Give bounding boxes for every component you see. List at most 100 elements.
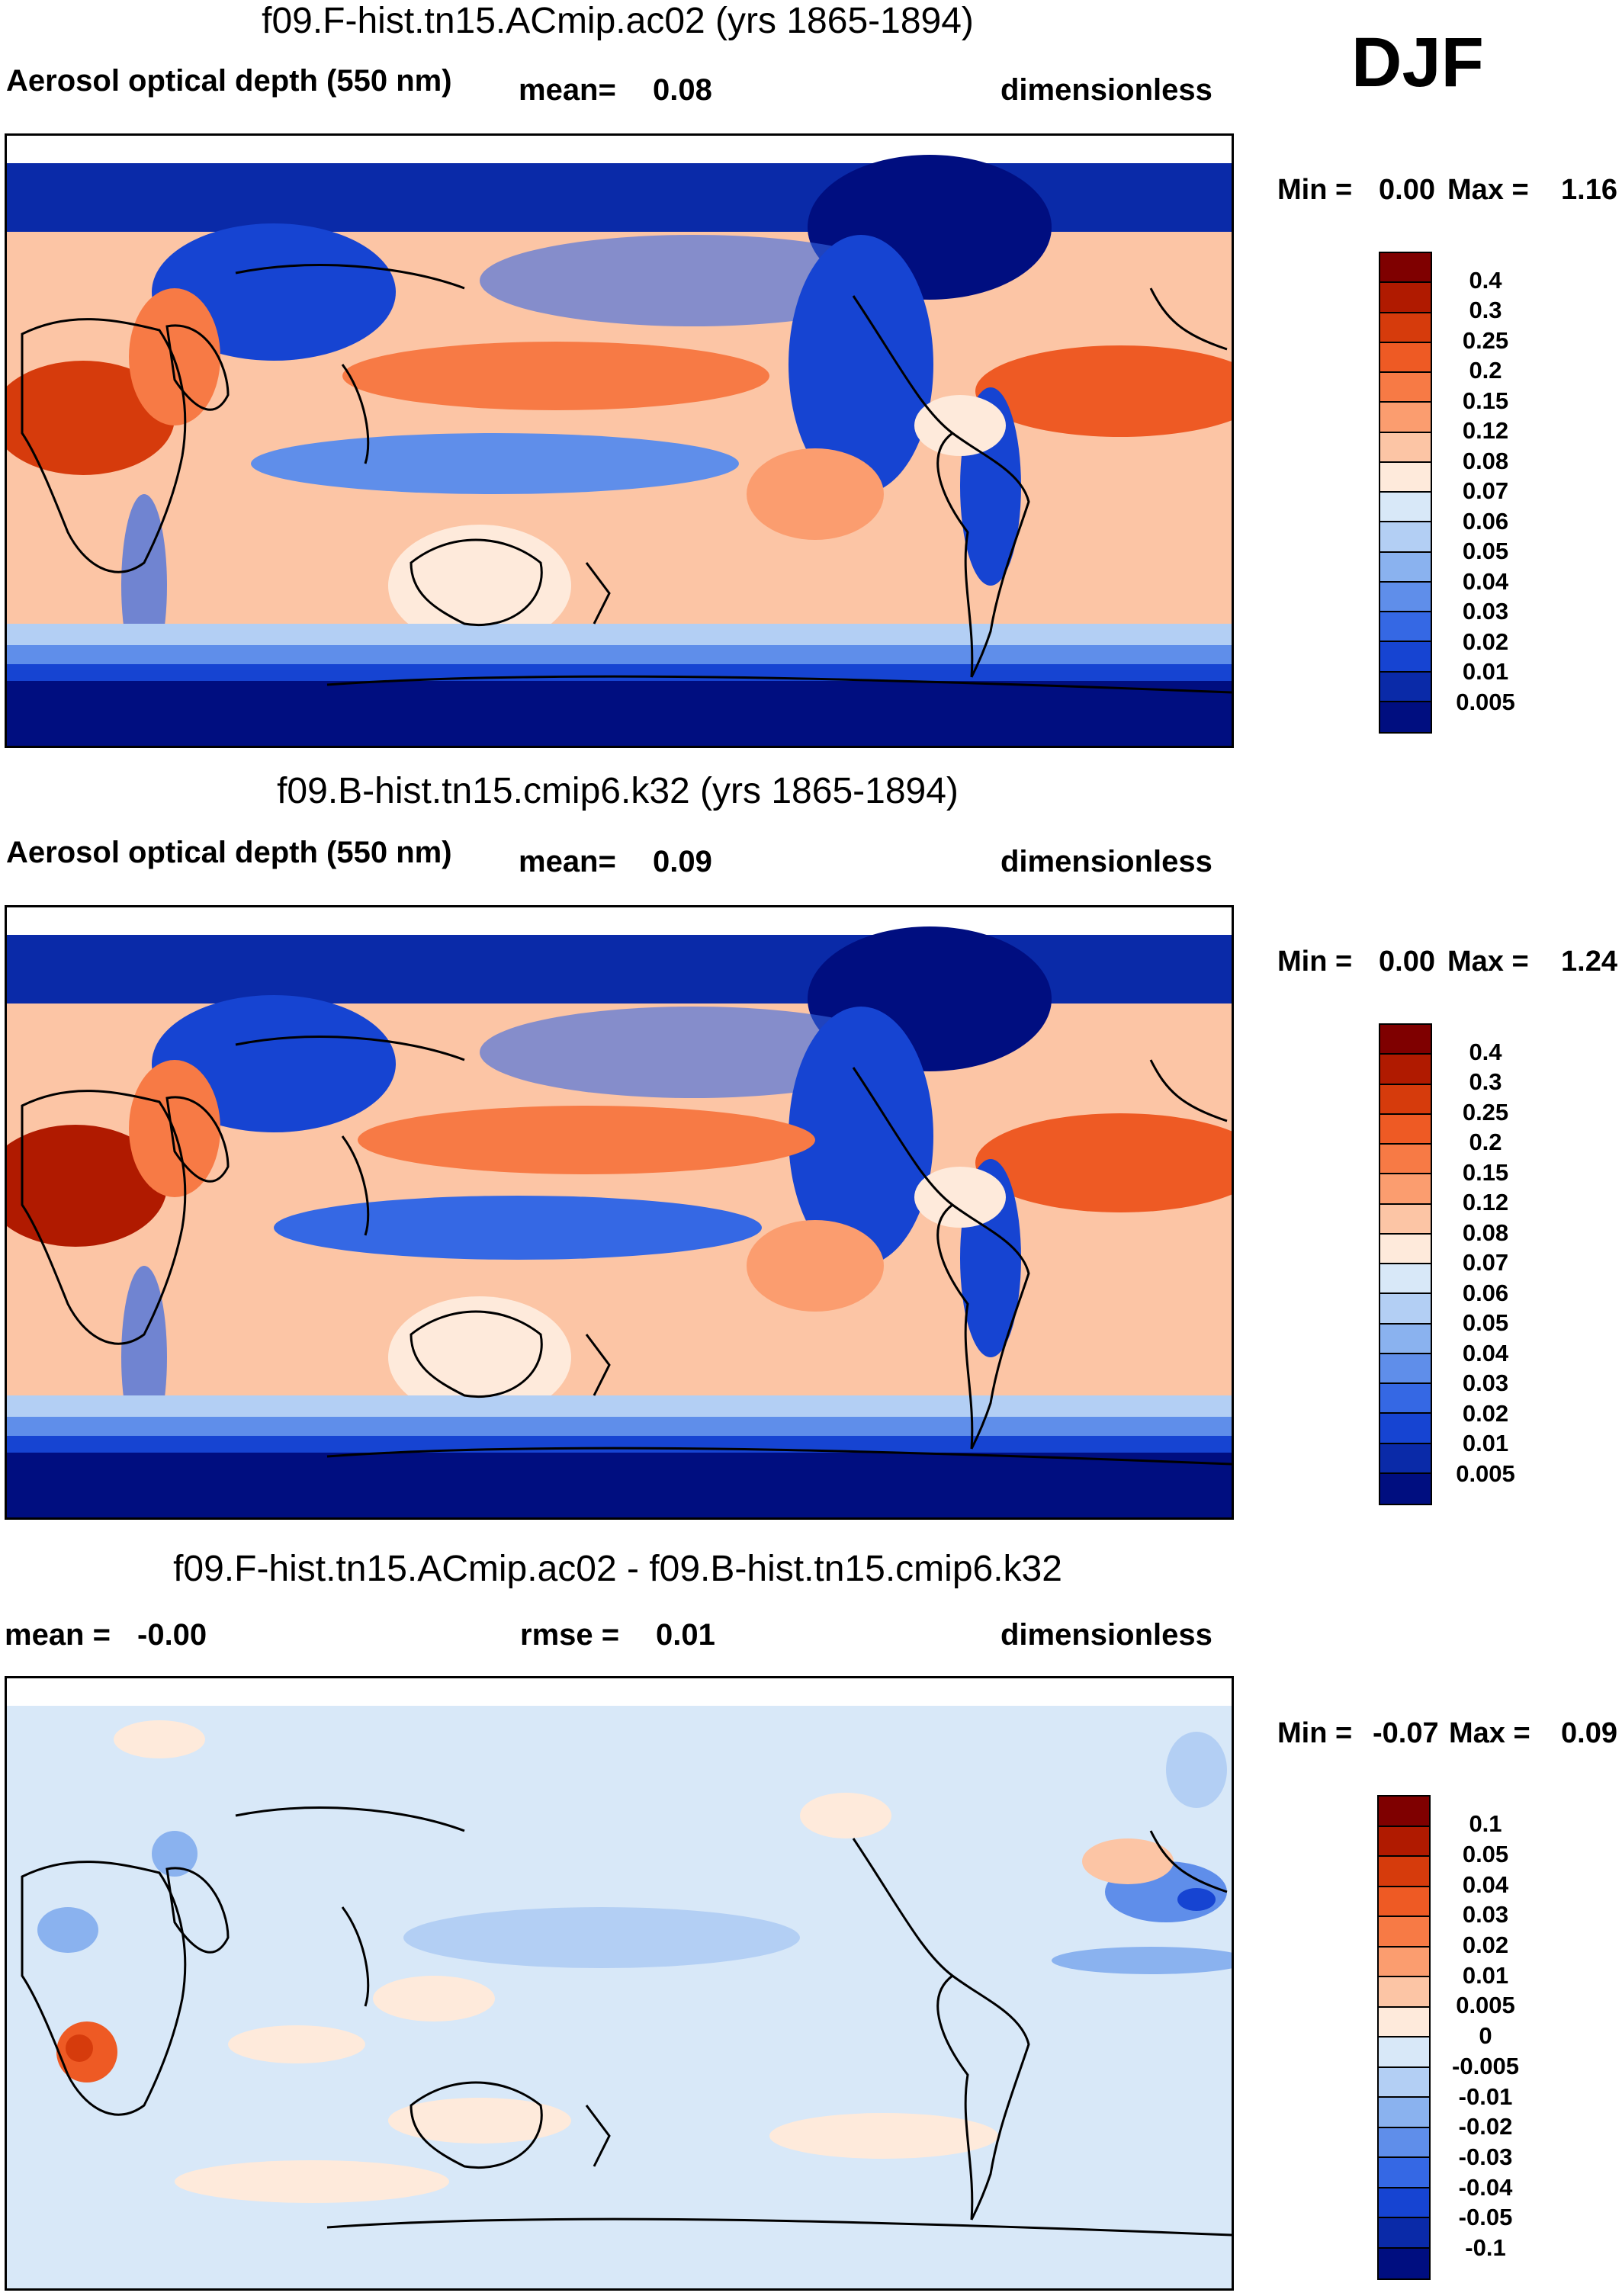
panel1-min-label: Min =: [1277, 174, 1353, 206]
colorbar-label: 0.3: [1469, 297, 1502, 323]
colorbar-segment: [1380, 552, 1431, 583]
panel2-mean-label: mean=: [519, 845, 616, 878]
colorbar-segment: [1380, 1204, 1431, 1235]
colorbar-label: 0.02: [1462, 1932, 1509, 1958]
colorbar-segment: [1380, 672, 1431, 702]
season-label: DJF: [1351, 24, 1484, 101]
panel1-max-value: 1.16: [1561, 174, 1617, 206]
panel2-units: dimensionless: [1001, 845, 1212, 878]
colorbar-label: 0.02: [1462, 628, 1509, 655]
colorbar-segment: [1379, 2158, 1429, 2188]
panel2-min-value: 0.00: [1379, 946, 1435, 978]
panel1-colorbar-labels: 0.4 0.3 0.25 0.2 0.15 0.12 0.08 0.07 0.0…: [1440, 252, 1531, 734]
colorbar-segment: [1379, 2248, 1429, 2278]
colorbar-segment: [1379, 2098, 1429, 2128]
panel1-units: dimensionless: [1001, 73, 1212, 107]
panel2-mean-value: 0.09: [653, 845, 712, 878]
panel1-min-value: 0.00: [1379, 174, 1435, 206]
colorbar-label: -0.05: [1458, 2204, 1513, 2230]
colorbar-segment: [1380, 1174, 1431, 1205]
panel2-max-label: Max =: [1447, 946, 1529, 978]
colorbar-segment: [1380, 1384, 1431, 1415]
panel2-max-value: 1.24: [1561, 946, 1617, 978]
colorbar-label: -0.01: [1458, 2083, 1513, 2110]
colorbar-segment: [1379, 1857, 1429, 1887]
colorbar-segment: [1380, 493, 1431, 523]
colorbar-label: 0.25: [1462, 327, 1509, 354]
panel3-colorbar-labels: 0.1 0.05 0.04 0.03 0.02 0.01 0.005 0 -0.…: [1440, 1795, 1531, 2280]
colorbar-label: 0.01: [1462, 1962, 1509, 1989]
colorbar-segment: [1380, 1025, 1431, 1055]
colorbar-segment: [1379, 1887, 1429, 1917]
colorbar-segment: [1380, 403, 1431, 433]
colorbar-segment: [1380, 1324, 1431, 1354]
panel1-mean-value: 0.08: [653, 73, 712, 107]
colorbar-label: 0: [1479, 2022, 1492, 2049]
panel1-mean-label: mean=: [519, 73, 616, 107]
panel2-variable: Aerosol optical depth (550 nm): [6, 836, 452, 869]
colorbar-segment: [1380, 612, 1431, 643]
colorbar-label: 0.07: [1462, 1249, 1509, 1276]
colorbar-segment: [1379, 2067, 1429, 2098]
colorbar-segment: [1380, 1294, 1431, 1325]
colorbar-segment: [1380, 1264, 1431, 1295]
colorbar-segment: [1380, 642, 1431, 673]
colorbar-segment: [1380, 1055, 1431, 1085]
panel1-variable: Aerosol optical depth (550 nm): [6, 64, 452, 98]
colorbar-label: 0.12: [1462, 417, 1509, 444]
panel3-colorbar: [1377, 1795, 1431, 2280]
colorbar-label: 0.01: [1462, 658, 1509, 685]
panel2-min-label: Min =: [1277, 946, 1353, 978]
panel2-colorbar-labels: 0.4 0.3 0.25 0.2 0.15 0.12 0.08 0.07 0.0…: [1440, 1023, 1531, 1505]
colorbar-label: 0.005: [1456, 689, 1515, 715]
colorbar-segment: [1380, 313, 1431, 343]
colorbar-label: 0.01: [1462, 1430, 1509, 1456]
panel3-max-label: Max =: [1449, 1717, 1530, 1749]
colorbar-label: 0.04: [1462, 568, 1509, 595]
colorbar-segment: [1379, 1947, 1429, 1977]
colorbar-segment: [1380, 253, 1431, 284]
colorbar-label: 0.2: [1469, 1129, 1502, 1155]
colorbar-segment: [1380, 1414, 1431, 1444]
panel3-title: f09.F-hist.tn15.ACmip.ac02 - f09.B-hist.…: [173, 1549, 1062, 1589]
colorbar-segment: [1380, 432, 1431, 463]
colorbar-segment: [1380, 702, 1431, 732]
colorbar-label: -0.04: [1458, 2174, 1513, 2201]
colorbar-segment: [1380, 1084, 1431, 1115]
colorbar-label: 0.4: [1469, 267, 1502, 294]
colorbar-label: 0.15: [1462, 1159, 1509, 1186]
colorbar-label: 0.4: [1469, 1039, 1502, 1065]
panel1-map: [5, 133, 1234, 748]
colorbar-segment: [1380, 1443, 1431, 1474]
colorbar-label: 0.12: [1462, 1189, 1509, 1215]
colorbar-segment: [1380, 1145, 1431, 1175]
colorbar-segment: [1380, 1114, 1431, 1145]
colorbar-label: 0.005: [1456, 1992, 1515, 2018]
colorbar-segment: [1379, 2188, 1429, 2218]
colorbar-label: 0.02: [1462, 1400, 1509, 1427]
panel3-min-label: Min =: [1277, 1717, 1353, 1749]
colorbar-label: 0.08: [1462, 448, 1509, 474]
colorbar-label: 0.04: [1462, 1871, 1509, 1898]
colorbar-label: 0.06: [1462, 508, 1509, 535]
colorbar-label: 0.3: [1469, 1068, 1502, 1095]
panel3-map: [5, 1676, 1234, 2291]
panel3-min-value: -0.07: [1373, 1717, 1439, 1749]
panel3-mean-value: -0.00: [137, 1618, 207, 1652]
colorbar-label: 0.03: [1462, 598, 1509, 625]
colorbar-label: 0.05: [1462, 1309, 1509, 1336]
panel3-mean-label: mean =: [5, 1618, 111, 1652]
colorbar-segment: [1380, 373, 1431, 403]
colorbar-label: 0.005: [1456, 1460, 1515, 1487]
colorbar-label: -0.005: [1452, 2053, 1519, 2079]
colorbar-segment: [1379, 1826, 1429, 1857]
colorbar-label: 0.07: [1462, 477, 1509, 504]
panel2-map: [5, 905, 1234, 1520]
colorbar-label: 0.05: [1462, 1841, 1509, 1867]
panel2-title: f09.B-hist.tn15.cmip6.k32 (yrs 1865-1894…: [277, 771, 959, 811]
colorbar-segment: [1380, 1473, 1431, 1504]
colorbar-segment: [1380, 1234, 1431, 1264]
colorbar-label: 0.06: [1462, 1280, 1509, 1306]
panel2-colorbar: [1379, 1023, 1432, 1505]
panel3-units: dimensionless: [1001, 1618, 1212, 1652]
